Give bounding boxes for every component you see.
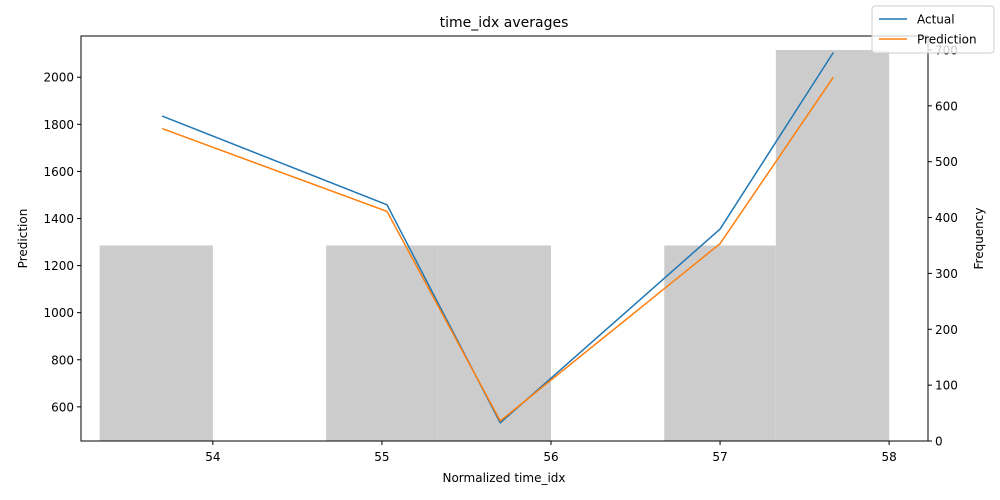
x-tick-label-58: 58 <box>881 450 896 464</box>
y-tick-label-1400: 1400 <box>43 212 74 226</box>
histogram-bar-3 <box>437 245 551 441</box>
y-axis-label: Prediction <box>16 209 30 269</box>
y2-tick-label-0: 0 <box>935 435 943 449</box>
series-line-actual <box>161 52 834 424</box>
y2-tick-label-400: 400 <box>935 211 958 225</box>
histogram-bar-0 <box>99 245 213 441</box>
x-axis-label: Normalized time_idx <box>442 471 565 485</box>
y-tick-label-1000: 1000 <box>43 306 74 320</box>
legend: Actual Prediction <box>871 5 995 54</box>
y2-tick-label-300: 300 <box>935 267 958 281</box>
y-tick-label-1800: 1800 <box>43 118 74 132</box>
y-tick-label-1600: 1600 <box>43 165 74 179</box>
y2-tick-label-200: 200 <box>935 323 958 337</box>
series-line-prediction <box>161 76 834 422</box>
legend-label-prediction: Prediction <box>917 33 977 47</box>
x-tick-label-57: 57 <box>712 450 727 464</box>
x-tick-label-54: 54 <box>205 450 220 464</box>
histogram-bar-6 <box>775 49 890 442</box>
x-axis: 54 55 56 57 58 <box>205 441 897 464</box>
lines-layer <box>161 52 834 424</box>
chart-title: time_idx averages <box>440 15 569 31</box>
y-axis-left: 600 800 1000 1200 1400 1600 1800 2000 <box>43 71 81 414</box>
histogram-bar-5 <box>664 245 776 441</box>
histogram-layer <box>99 49 890 442</box>
y-axis-right: 0100200300400500600700 <box>928 43 958 449</box>
y2-tick-label-100: 100 <box>935 379 958 393</box>
legend-label-actual: Actual <box>917 13 955 27</box>
x-tick-label-55: 55 <box>374 450 389 464</box>
y2-axis-label: Frequency <box>972 208 986 270</box>
plot-frame <box>80 35 929 442</box>
y-tick-label-1200: 1200 <box>43 259 74 273</box>
legend-box <box>871 5 995 54</box>
y-tick-label-600: 600 <box>51 400 74 414</box>
y-tick-label-2000: 2000 <box>43 71 74 85</box>
histogram-bar-2 <box>326 245 438 441</box>
y-tick-label-800: 800 <box>51 353 74 367</box>
y2-tick-label-600: 600 <box>935 99 958 113</box>
x-tick-label-56: 56 <box>543 450 558 464</box>
y2-tick-label-500: 500 <box>935 155 958 169</box>
